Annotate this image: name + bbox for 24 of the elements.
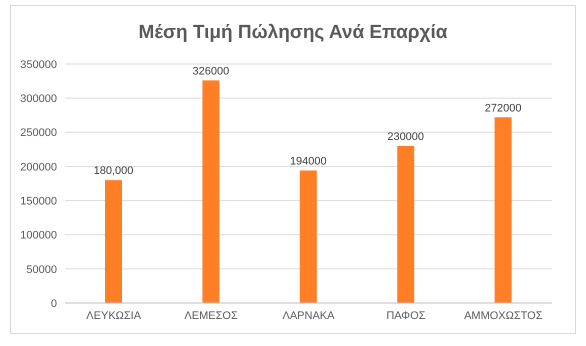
y-tick-label: 50000 xyxy=(26,264,57,276)
x-tick-label: ΛΕΥΚΩΣΙΑ xyxy=(86,310,142,322)
y-tick-label: 0 xyxy=(50,298,57,310)
bar xyxy=(397,146,414,303)
x-tick-label: ΛΑΡΝΑΚΑ xyxy=(282,310,336,322)
data-label: 194000 xyxy=(290,156,327,168)
data-label: 230000 xyxy=(387,130,424,143)
chart-title: Μέση Τιμή Πώλησης Ανά Επαρχία xyxy=(138,22,448,44)
x-tick-label: ΛΕΜΕΣΟΣ xyxy=(184,310,238,322)
y-tick-label: 200000 xyxy=(20,161,57,174)
bar xyxy=(300,170,317,303)
bar xyxy=(494,117,512,303)
y-tick-label: 250000 xyxy=(20,127,57,140)
bar xyxy=(105,180,122,303)
x-tick-label: ΑΜΜΟΧΩΣΤΟΣ xyxy=(464,310,543,322)
data-label: 272000 xyxy=(484,102,522,114)
x-tick-label: ΠΑΦΟΣ xyxy=(386,310,426,322)
y-tick-label: 150000 xyxy=(20,195,57,208)
data-label: 180,000 xyxy=(94,165,134,178)
y-tick-label: 100000 xyxy=(20,230,57,242)
y-tick-label: 300000 xyxy=(20,93,57,106)
bar xyxy=(202,80,220,303)
data-label: 326000 xyxy=(192,65,230,78)
y-tick-label: 350000 xyxy=(20,58,57,71)
